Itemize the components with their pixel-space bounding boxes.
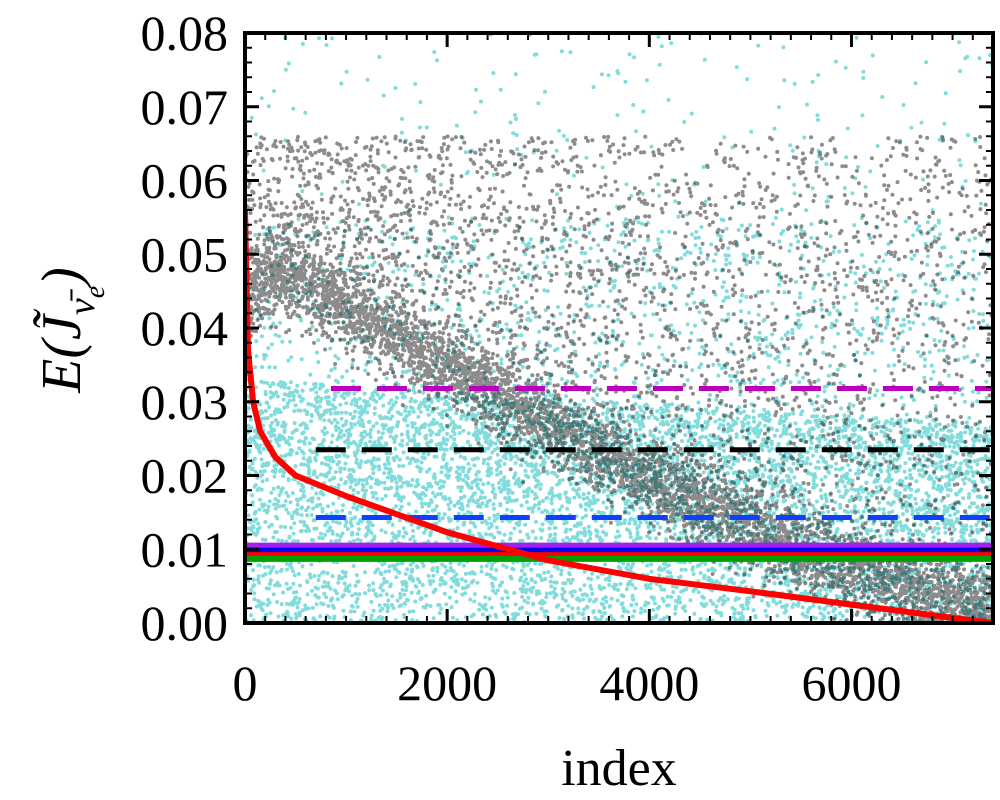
y-axis-title: E(J̃ν̄e) (31, 267, 111, 394)
tick-labels: 0 2000 4000 6000 0.00 0.01 0.02 0.03 0.04 0.05 0.0… (141, 5, 902, 711)
y-tick-label: 0.06 (141, 153, 229, 209)
y-tick-label: 0.03 (141, 374, 229, 430)
x-tick-label: 4000 (599, 655, 699, 711)
x-tick-label: 6000 (801, 655, 901, 711)
x-tick-label: 2000 (397, 655, 497, 711)
y-tick-label: 0.04 (141, 300, 229, 356)
y-axis-title-subsub: e (80, 286, 111, 298)
x-tick-label: 0 (233, 655, 258, 711)
y-axis-title-close: ) (31, 267, 93, 289)
red-curve (245, 209, 993, 623)
y-tick-label: 0.05 (141, 226, 229, 282)
y-tick-label: 0.02 (141, 448, 229, 504)
y-tick-label: 0.08 (141, 5, 229, 61)
reference-lines (245, 385, 993, 562)
y-tick-label: 0.07 (141, 79, 229, 135)
y-tick-label: 0.01 (141, 521, 229, 577)
y-axis-title-main: E(J̃ (31, 308, 93, 394)
scatter-layer (245, 33, 993, 623)
red-curve-layer (245, 209, 993, 623)
y-tick-label: 0.00 (141, 595, 229, 651)
x-axis-title: index (561, 740, 677, 797)
tick-marks (243, 31, 993, 625)
